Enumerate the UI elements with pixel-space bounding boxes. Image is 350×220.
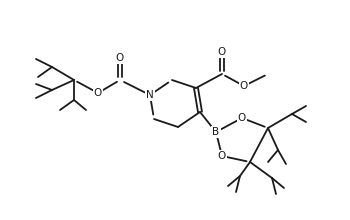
Text: O: O xyxy=(240,81,248,91)
Text: O: O xyxy=(116,53,124,63)
Text: O: O xyxy=(218,151,226,161)
Text: O: O xyxy=(94,88,102,98)
Text: O: O xyxy=(238,113,246,123)
Text: B: B xyxy=(212,127,219,137)
Text: O: O xyxy=(218,47,226,57)
Text: N: N xyxy=(146,90,154,100)
